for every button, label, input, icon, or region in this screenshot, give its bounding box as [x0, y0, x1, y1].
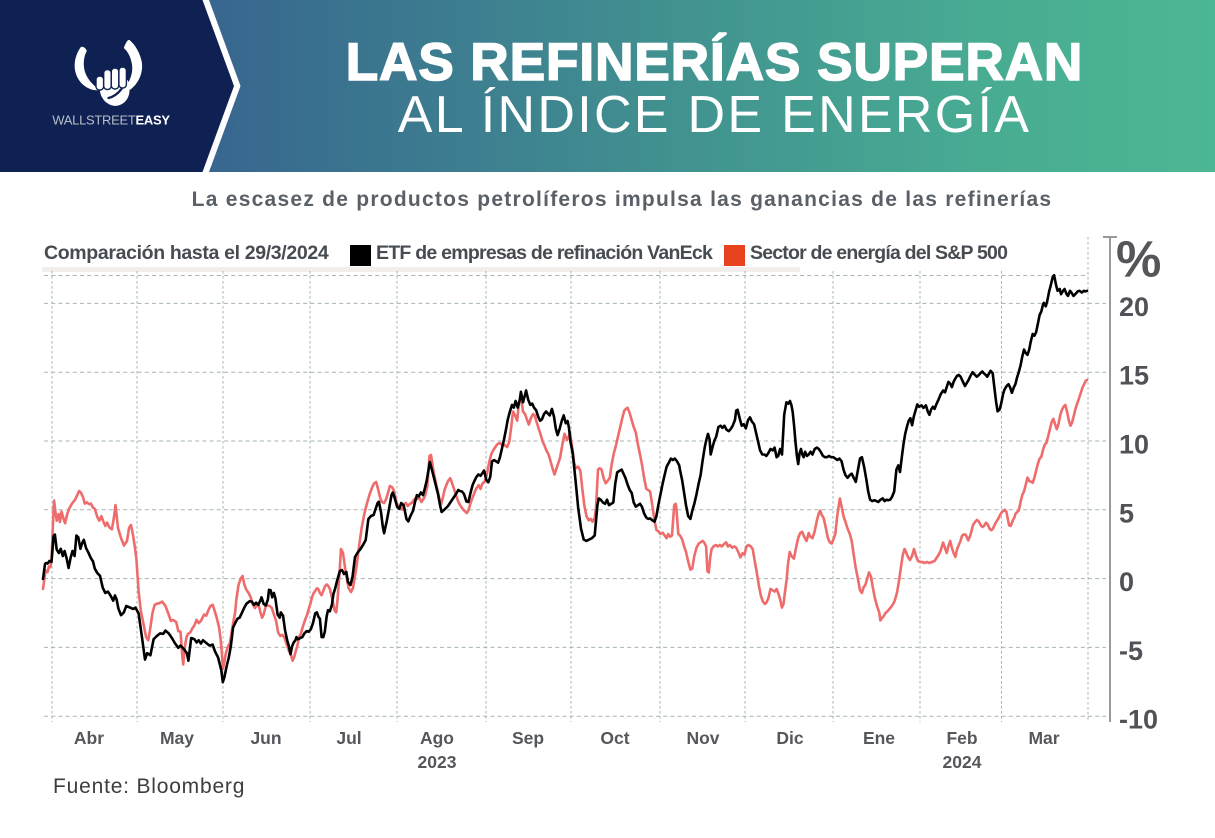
svg-text:20: 20	[1119, 292, 1149, 322]
svg-text:Sep: Sep	[512, 728, 544, 748]
svg-text:%: %	[1116, 231, 1161, 288]
svg-text:May: May	[160, 728, 194, 748]
svg-text:Jul: Jul	[336, 728, 361, 748]
svg-text:Nov: Nov	[686, 728, 719, 748]
svg-text:Ene: Ene	[863, 728, 895, 748]
svg-text:Ago: Ago	[420, 728, 454, 748]
svg-text:10: 10	[1119, 430, 1149, 460]
svg-text:5: 5	[1119, 498, 1134, 528]
svg-text:Dic: Dic	[776, 728, 804, 748]
svg-text:Jun: Jun	[250, 728, 281, 748]
svg-text:2024: 2024	[943, 752, 982, 772]
svg-text:-5: -5	[1119, 636, 1143, 666]
svg-text:Abr: Abr	[74, 728, 104, 748]
svg-text:Mar: Mar	[1028, 728, 1059, 748]
svg-text:Oct: Oct	[600, 728, 629, 748]
svg-text:WALLSTREETEASY: WALLSTREETEASY	[52, 113, 170, 128]
svg-text:0: 0	[1119, 567, 1134, 597]
svg-text:Feb: Feb	[946, 728, 977, 748]
svg-text:15: 15	[1119, 361, 1149, 391]
svg-text:2023: 2023	[418, 752, 457, 772]
svg-text:-10: -10	[1119, 705, 1158, 735]
